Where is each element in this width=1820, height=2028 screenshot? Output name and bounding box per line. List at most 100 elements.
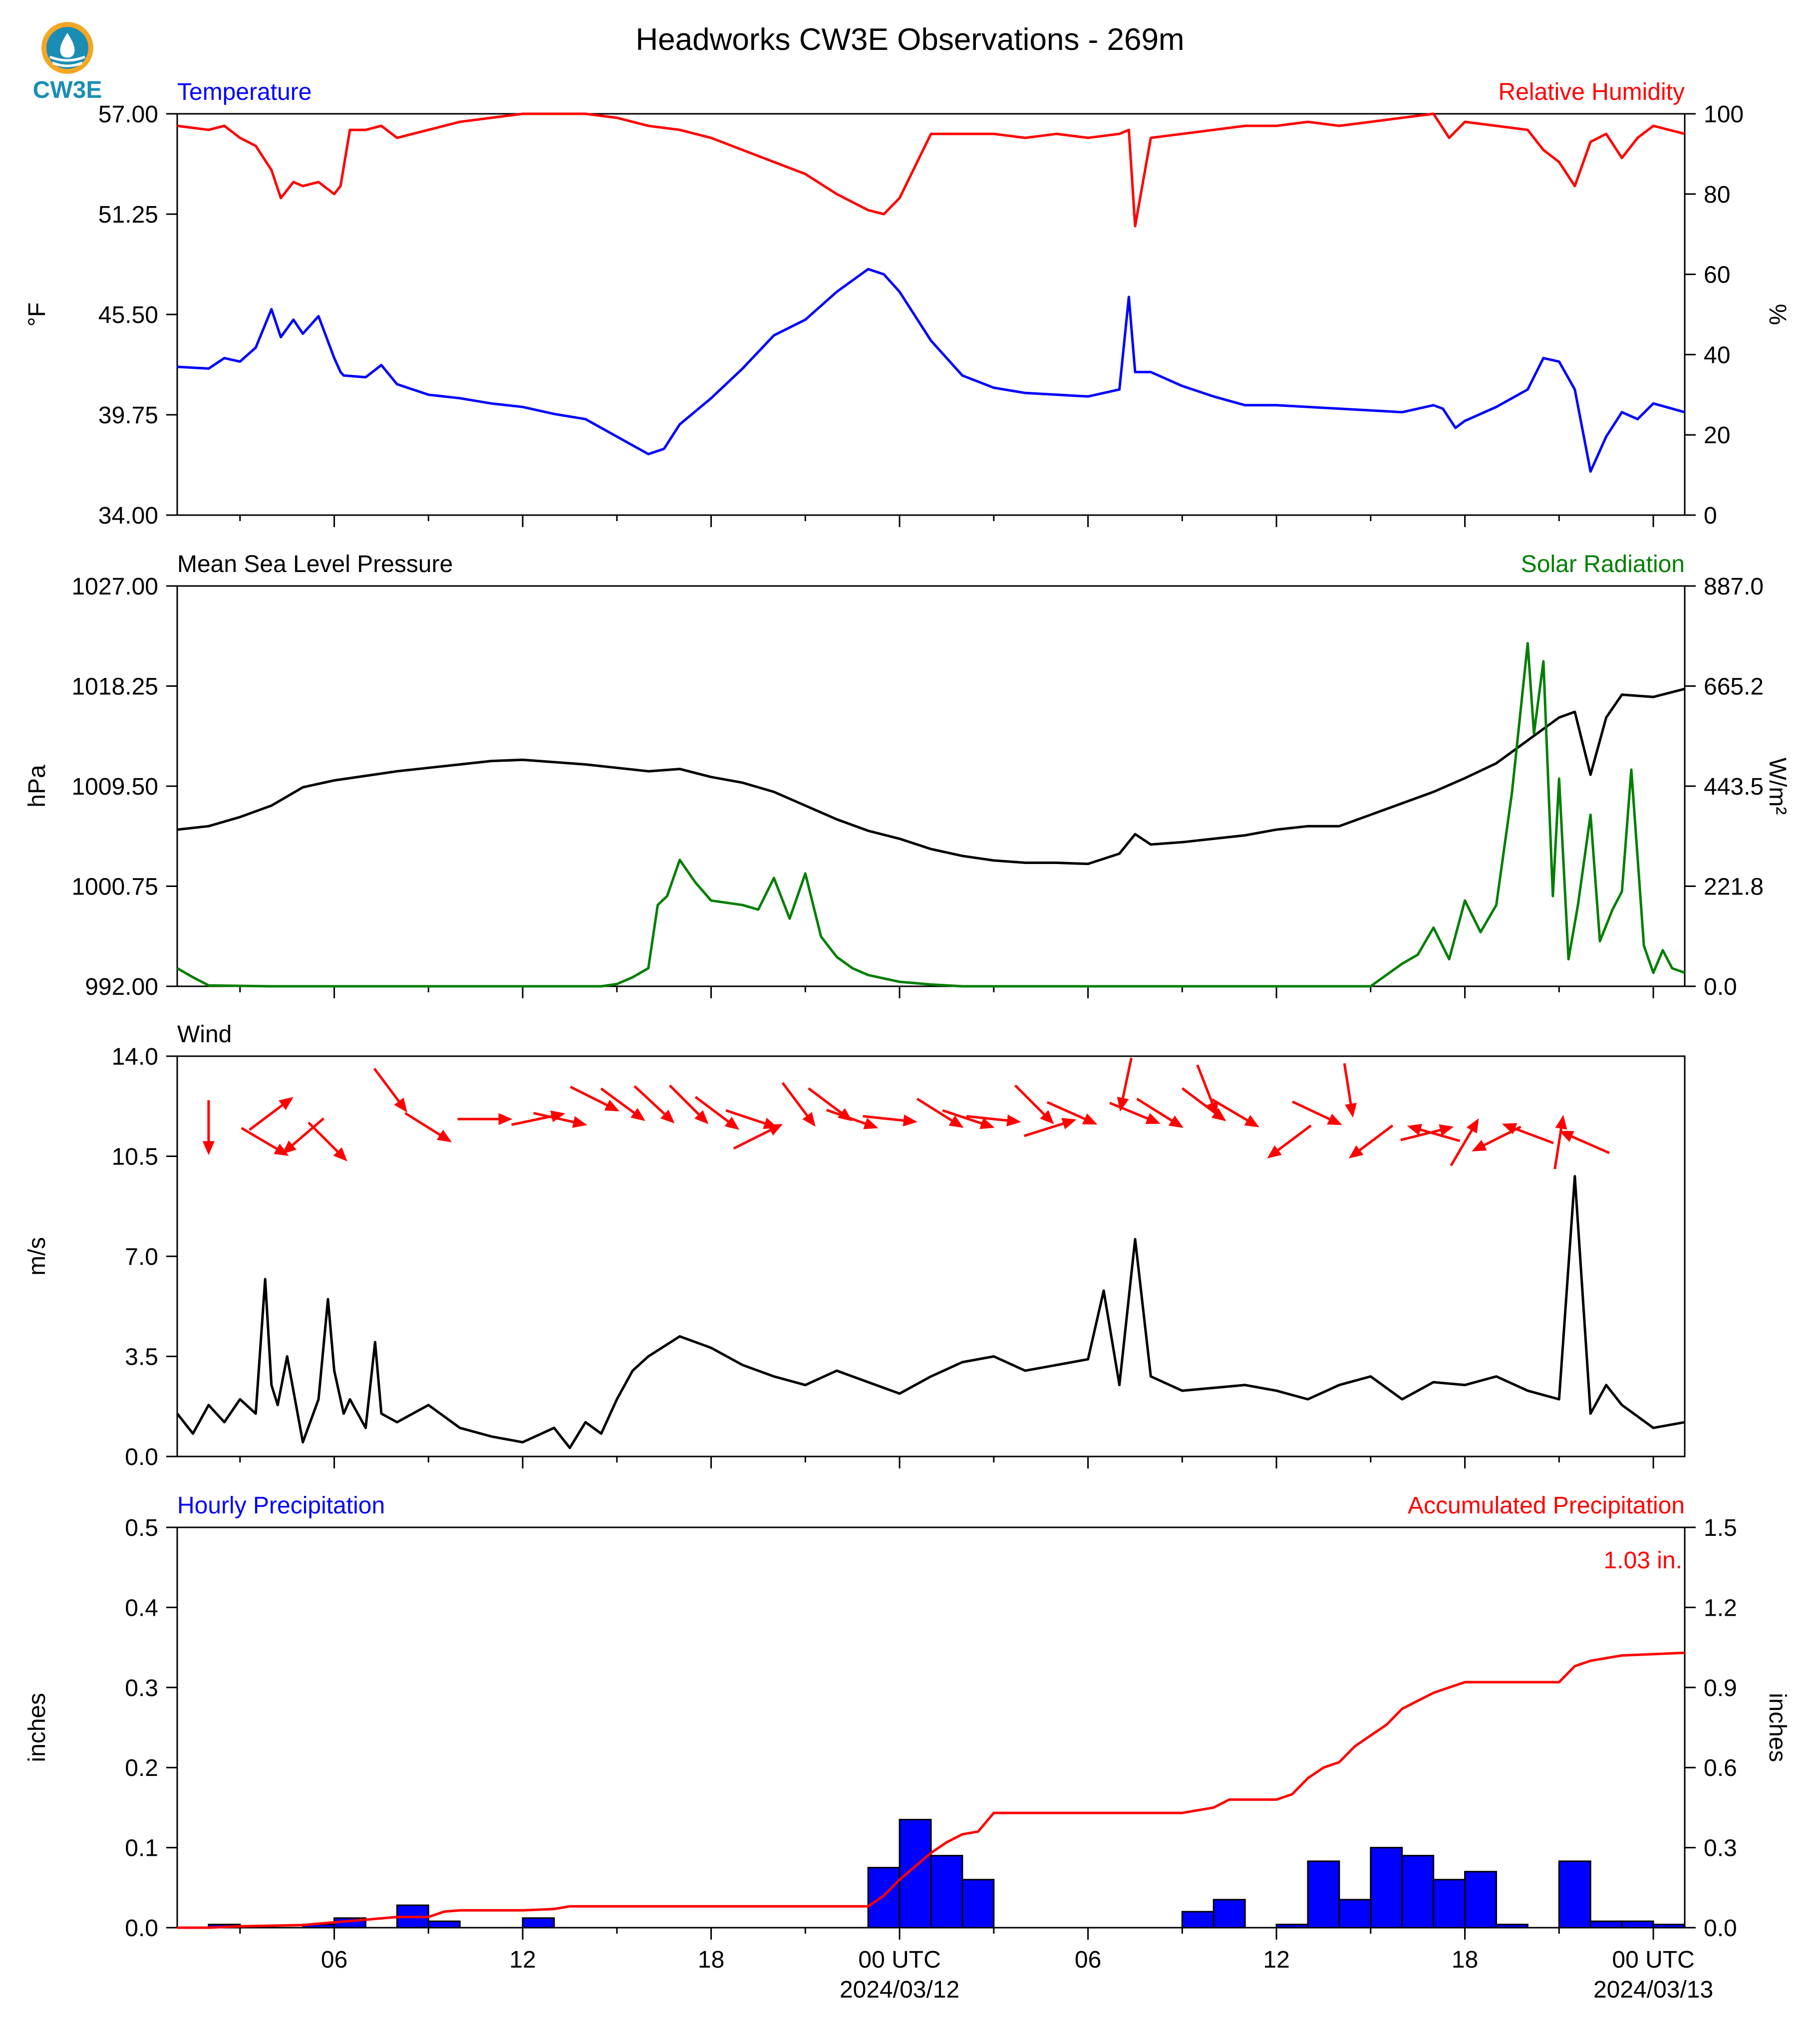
left-title: Wind [177,1021,232,1048]
wind-arrow [570,1086,619,1112]
wind-arrow [1450,1118,1479,1166]
y-axis-unit-right: % [1764,304,1791,325]
y-tick-label-right: 0.0 [1704,974,1737,1000]
plot-frame [176,1055,1686,1457]
logo-text: CW3E [33,77,102,103]
wind-arrow [249,1097,294,1131]
y-tick-label-right: 1.2 [1704,1595,1737,1621]
precip-bar [1370,1847,1403,1929]
y-tick-label-left: 1027.00 [71,574,158,600]
precip-bar [899,1818,932,1929]
wind-arrow [1559,1131,1610,1155]
precip-bar [1558,1860,1591,1929]
y-tick-label-left: 57.00 [98,101,158,128]
y-tick-label-right: 0 [1704,503,1717,529]
panel-4: Hourly Precipitation Accumulated Precipit… [24,1492,1791,2003]
panel-2: Mean Sea Level Pressure Solar Radiation 10… [24,551,1791,1000]
figure-title: Headworks CW3E Observations - 269m [635,22,1184,57]
wind-arrow [600,1087,645,1121]
y-tick-label-right: 1.5 [1704,1515,1737,1541]
x-tick-label: 12 [1263,1947,1289,1973]
precip-bar [1275,1924,1309,1929]
y-tick-label-left: 45.50 [98,302,158,328]
wind-arrow [457,1113,513,1125]
wind-arrow [668,1084,709,1125]
y-axis-unit-left: °F [24,302,50,327]
wind-arrow [1014,1084,1054,1125]
y-tick-label-right: 665.2 [1704,674,1764,700]
precip-bar [1401,1855,1435,1929]
y-tick-label-right: 60 [1704,262,1730,289]
plot-frame [176,113,1686,516]
right-title: Solar Radiation [1521,551,1685,578]
y-tick-label-left: 992.00 [85,974,158,1000]
y-axis-unit-right: W/m² [1764,758,1791,815]
y-tick-label-left: 14.0 [112,1044,158,1070]
y-axis-unit-left: inches [24,1693,50,1762]
wind-arrow [694,1096,740,1130]
precip-bar [1433,1879,1466,1929]
cw3e-logo: CW3E [30,18,105,103]
panel-3: Wind 14.0 10.5 7.0 3.5 0.0 m/s [24,1021,1686,1470]
panels: Temperature Relative Humidity 57.00 51.25 45… [24,79,1791,2003]
wind-arrow [1136,1098,1184,1128]
y-tick-label-right: 40 [1704,342,1730,368]
series-line-relative-humidity [177,112,1685,228]
y-axis-unit-left: hPa [24,765,50,808]
wind-arrow [1343,1063,1357,1118]
y-tick-label-left: 1000.75 [71,874,158,900]
y-tick-label-right: 0.6 [1704,1755,1737,1781]
y-tick-label-left: 7.0 [125,1244,158,1270]
wind-arrow [1292,1100,1342,1125]
x-tick-label: 06 [321,1947,347,1973]
series-line-accumulated-precipitation [177,1651,1685,1929]
series-line-solar-radiation [176,642,1685,988]
y-tick-label-left: 0.0 [125,1915,158,1942]
wind-arrow [1407,1124,1461,1143]
wind-arrow [1400,1124,1454,1142]
precip-bar [1213,1899,1246,1929]
y-tick-label-left: 0.0 [125,1444,158,1470]
wind-arrow [1267,1124,1312,1159]
y-tick-label-left: 0.3 [125,1675,158,1702]
wind-arrow [404,1112,452,1143]
y-tick-label-right: 20 [1704,422,1730,449]
wind-arrow [1211,1098,1259,1128]
wind-arrow [307,1122,347,1161]
accumulated-total-label: 1.03 in. [1604,1547,1682,1574]
y-tick-label-left: 0.5 [125,1515,158,1541]
x-tick-label: 18 [1452,1947,1478,1973]
wind-arrow [1046,1101,1098,1125]
wind-arrow [373,1068,407,1113]
precip-bar [1496,1924,1528,1929]
series-line-temperature [177,268,1685,473]
x-tick-label: 00 UTC [1612,1947,1694,1973]
wind-arrow [633,1085,675,1124]
wind-arrow [781,1082,816,1127]
precip-bar [961,1879,995,1929]
left-title: Mean Sea Level Pressure [177,551,453,578]
precip-bar [930,1855,963,1929]
x-tick-date-label: 2024/03/13 [1593,1977,1713,2003]
wind-arrow [1348,1124,1394,1159]
precip-bar [1307,1860,1340,1929]
y-tick-label-left: 10.5 [112,1144,158,1170]
y-tick-label-right: 221.8 [1704,874,1764,900]
precip-bar [522,1917,555,1929]
precip-bar [1589,1920,1623,1929]
y-tick-label-left: 34.00 [98,503,158,529]
y-tick-label-left: 1018.25 [71,674,158,700]
precip-bar [867,1867,901,1929]
left-title: Temperature [177,79,311,105]
series-line-wind [176,1175,1685,1449]
y-tick-label-right: 0.3 [1704,1835,1737,1862]
wind-arrow [966,1114,1021,1127]
wind-arrow [942,1109,995,1129]
precip-bar [1621,1920,1654,1929]
wind-arrow [733,1124,783,1150]
precip-bar [1181,1911,1214,1929]
wind-arrow [1181,1087,1226,1122]
wind-arrow [282,1117,325,1155]
wind-arrow [916,1098,964,1128]
